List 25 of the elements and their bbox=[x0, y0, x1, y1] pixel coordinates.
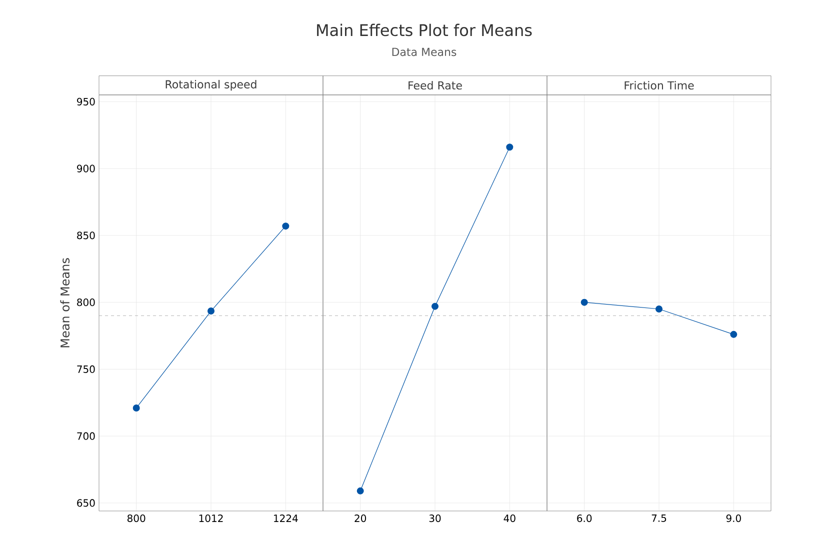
chart-title: Friction Time bbox=[624, 81, 694, 90]
y-tick-label: 700 bbox=[77, 432, 95, 440]
y-tick-label: 650 bbox=[77, 499, 95, 507]
x-tick-label: 6.0 bbox=[577, 514, 592, 522]
y-axis-title: Mean of Means bbox=[60, 258, 70, 348]
x-tick-label: 30 bbox=[429, 514, 441, 522]
x-tick-label: 40 bbox=[504, 514, 516, 522]
x-tick-label: 20 bbox=[354, 514, 366, 522]
x-tick-label: 800 bbox=[127, 514, 146, 522]
point bbox=[132, 404, 140, 412]
chart-title: Feed Rate bbox=[408, 81, 462, 90]
point bbox=[208, 308, 215, 315]
y-tick-label: 850 bbox=[77, 232, 95, 240]
y-tick-label: 750 bbox=[77, 365, 95, 373]
y-tick-label: 800 bbox=[77, 298, 95, 306]
x-tick-label: 1224 bbox=[274, 514, 298, 522]
x-tick-label: 7.5 bbox=[652, 514, 666, 522]
point bbox=[282, 222, 290, 230]
chart-title: Rotational speed bbox=[166, 80, 256, 91]
text: Main Effects Plot for Means bbox=[317, 24, 532, 36]
y-tick-label: 950 bbox=[77, 98, 95, 106]
y-tick-label: 900 bbox=[77, 164, 95, 172]
x-tick-label: 1012 bbox=[199, 514, 223, 522]
text: Data Means bbox=[392, 48, 456, 56]
x-tick-label: 9.0 bbox=[726, 514, 741, 522]
